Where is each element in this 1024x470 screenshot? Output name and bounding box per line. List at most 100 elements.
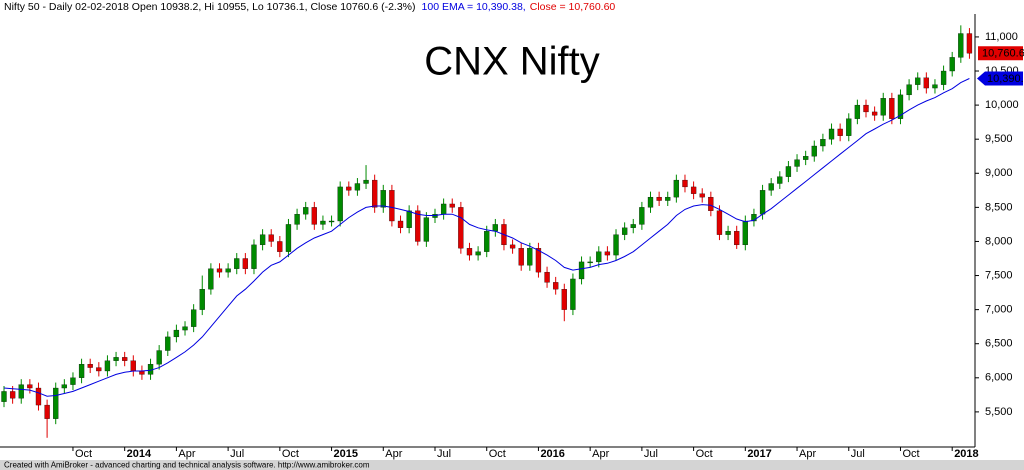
x-tick-label: Oct [75,448,92,460]
ema-tag [977,71,1023,86]
candle-body [53,387,59,419]
x-tick-label: Jul [437,448,451,460]
candle-body [354,183,361,191]
candle-body [208,268,214,290]
candle-body [578,261,585,280]
candle-body [604,251,611,256]
candle-body [44,404,50,419]
candle-body [561,289,567,310]
header-info: Nifty 50 - Daily 02-02-2018 Open 10938.2… [4,1,416,13]
y-tick-label: 5,500 [985,406,1013,418]
candle-body [234,258,240,269]
candle-body [27,384,33,389]
candle-body [389,190,395,222]
candle-body [173,329,180,338]
candle-body [294,214,300,225]
candle-body [182,326,188,331]
candle-body [328,220,335,223]
candle-body [535,248,542,273]
candle-body [423,217,430,242]
candle-body [458,207,464,249]
candle-body [897,94,904,119]
candle-body [716,210,723,235]
legend-close: Close = 10,760.60 [530,1,616,13]
candle-body [708,196,714,211]
candle-body [113,357,119,361]
y-tick-label: 6,500 [985,338,1013,350]
ema-tag-label: 10,390.4 [987,73,1024,85]
y-tick-label: 7,500 [985,269,1013,281]
y-tick-label: 11,000 [985,31,1018,43]
candle-body [346,186,352,191]
candle-body [699,193,705,198]
legend-ema: 100 EMA = 10,390.38, [422,1,526,13]
candle-body [932,84,938,89]
candle-body [130,360,136,372]
candle-body [871,111,878,116]
candle-body [277,241,283,252]
candle-body [285,224,292,252]
x-tick-label: 2014 [127,448,152,460]
candle-body [96,367,102,372]
x-tick-label: Apr [592,448,609,460]
candle-body [682,179,688,188]
candle-body [397,220,404,228]
x-tick-label: Jul [644,448,658,460]
candle-body [122,357,128,361]
candle-body [78,364,85,378]
candle-body [665,196,671,201]
candle-body [61,384,67,389]
x-tick-label: Apr [799,448,816,460]
candle-body [440,203,447,215]
candle-body [544,271,550,283]
candle-body [906,84,912,96]
candle-body [70,377,76,385]
candle-body [18,384,24,399]
candle-body [242,258,249,269]
candle-body [880,98,886,116]
candle-body [690,186,697,194]
candle-body [475,251,481,256]
candle-body [923,77,929,89]
x-tick-label: 2016 [540,448,564,460]
candle-body [337,186,343,222]
x-tick-label: Jul [851,448,865,460]
y-tick-label: 7,000 [985,304,1013,316]
candle-body [372,179,378,208]
candle-body [673,179,680,198]
candle-body [199,289,205,310]
candle-body [768,183,774,191]
x-tick-label: Oct [696,448,713,460]
ema-line [3,78,970,397]
candle-body [803,156,809,160]
candle-body [820,139,826,147]
y-tick-label: 8,000 [985,235,1013,247]
candle-body [35,387,42,406]
candle-body [363,179,369,184]
candle-body [949,57,955,72]
candle-body [613,234,619,256]
candle-body [846,118,852,136]
candle-body [380,190,386,208]
candle-body [259,234,266,246]
candle-body [303,207,309,215]
candle-body [509,244,516,249]
candle-body [742,220,748,246]
y-tick-label: 9,000 [985,167,1013,179]
candle-body [596,251,602,263]
candle-body [406,210,412,228]
candle-body [777,176,783,184]
candle-body [966,33,973,54]
candle-body [415,210,421,242]
x-tick-label: 2015 [334,448,358,460]
candle-body [492,224,498,232]
candle-body [647,196,654,208]
candle-body [104,360,111,372]
y-tick-label: 10,000 [985,99,1019,111]
candle-body [9,391,16,399]
candle-body [734,231,740,246]
footer-bar [0,460,1024,470]
candle-body [165,336,171,351]
candle-body [466,248,473,256]
